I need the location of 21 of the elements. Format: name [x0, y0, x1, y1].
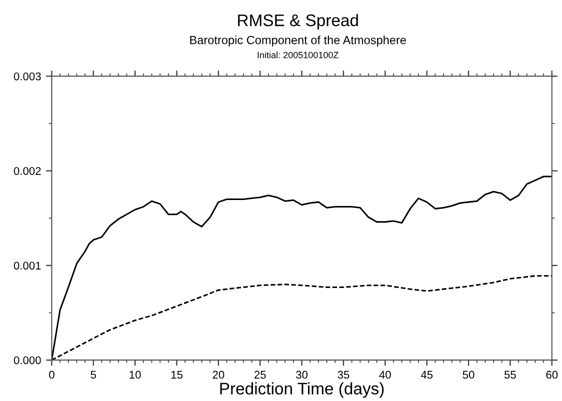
x-tick-label: 50: [462, 370, 474, 379]
y-tick-label: 0.002: [14, 167, 41, 175]
y-tick-label: 0.000: [14, 356, 41, 364]
x-tick-label: 20: [212, 370, 224, 379]
y-tick-label: 0.003: [14, 72, 41, 80]
x-tick-label: 45: [420, 370, 433, 379]
x-tick-label: 15: [171, 370, 182, 379]
chart-subtitle: Barotropic Component of the Atmosphere: [190, 36, 406, 47]
x-tick-label: 55: [504, 370, 516, 379]
y-tick-label: 0.001: [14, 262, 41, 270]
text: Initial: 2005100100Z: [258, 52, 338, 58]
x-tick-label: 0: [49, 370, 54, 379]
x-tick-label: 60: [546, 370, 558, 379]
x-tick-label: 35: [338, 370, 350, 379]
x-tick-label: 10: [130, 370, 141, 379]
x-tick-label: 30: [296, 370, 308, 379]
x-tick-label: 40: [379, 370, 391, 379]
x-axis-title: Prediction Time (days): [220, 382, 384, 398]
x-tick-label: 25: [254, 370, 266, 379]
chart-title: RMSE & Spread: [238, 14, 358, 30]
x-tick-label: 5: [90, 370, 96, 379]
